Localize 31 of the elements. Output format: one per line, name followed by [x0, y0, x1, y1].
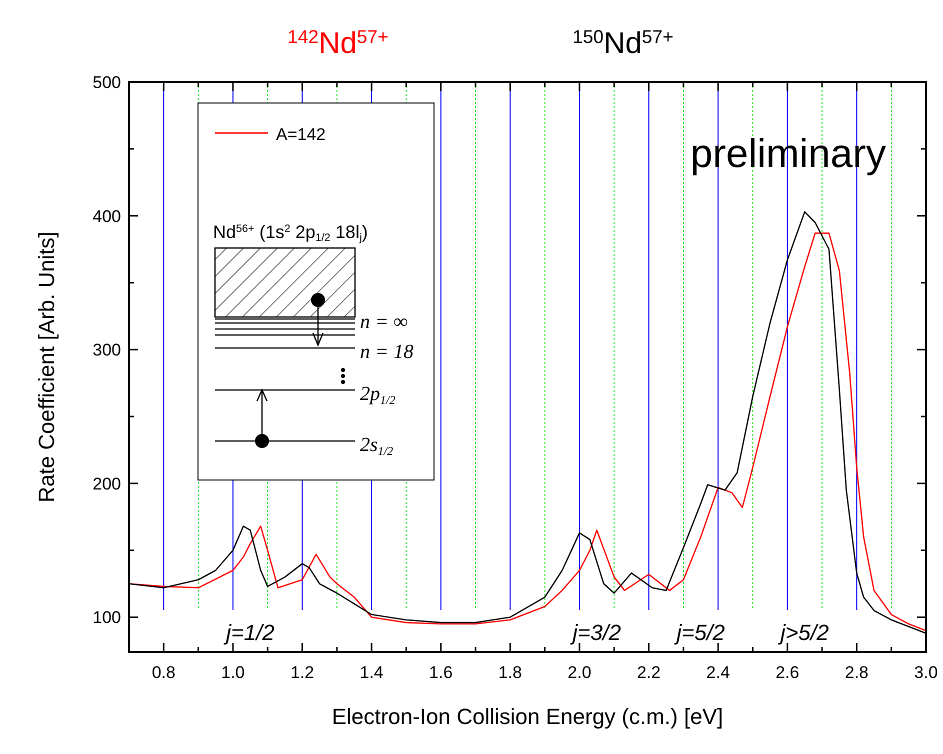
- annotation: n = ∞: [360, 311, 408, 333]
- x-tick-label: 1.2: [290, 663, 314, 682]
- annotation: j=3/2: [570, 620, 621, 645]
- y-axis-title: Rate Coefficient [Arb. Units]: [34, 231, 59, 503]
- x-tick-label: 3.0: [914, 663, 938, 682]
- annotation: n = 18: [360, 341, 414, 363]
- chart-subtitle: $^{150}$Nd$^{57+}$: [572, 26, 674, 60]
- annotation: 2s$_{1/2}$: [360, 434, 394, 458]
- y-tick-label: 500: [92, 73, 121, 92]
- y-tick-label: 300: [92, 340, 121, 360]
- x-tick-label: 1.4: [360, 663, 384, 682]
- annotation: 2p$_{1/2}$: [360, 383, 396, 407]
- x-tick-label: 1.8: [498, 663, 522, 682]
- x-tick-label: 2.0: [568, 663, 592, 682]
- x-tick-label: 2.6: [776, 663, 800, 682]
- x-tick-label: 2.2: [636, 663, 661, 682]
- annotation: j=1/2: [223, 620, 274, 645]
- text: Nd$^{56+}$ (1s$^{2}$ 2p$_{1/2}$ 18l$_{j}$): [213, 222, 368, 244]
- x-tick-label: 2.4: [706, 663, 730, 682]
- annotation: j=5/2: [674, 620, 725, 645]
- y-tick-label: 200: [92, 474, 121, 494]
- y-tick-label: 100: [92, 608, 121, 628]
- x-tick-label: 1.0: [221, 663, 245, 682]
- chart-title: $^{142}$Nd$^{57+}$: [288, 26, 388, 60]
- x-tick-label: 0.8: [152, 663, 176, 682]
- annotation: j>5/2: [778, 620, 829, 645]
- y-tick-label: 400: [92, 206, 121, 226]
- legend-label: A=142: [276, 125, 326, 144]
- x-tick-label: 1.6: [429, 663, 453, 682]
- x-tick-label: 2.8: [844, 663, 869, 682]
- x-axis-title: Electron-Ion Collision Energy (c.m.) [eV]: [332, 704, 724, 729]
